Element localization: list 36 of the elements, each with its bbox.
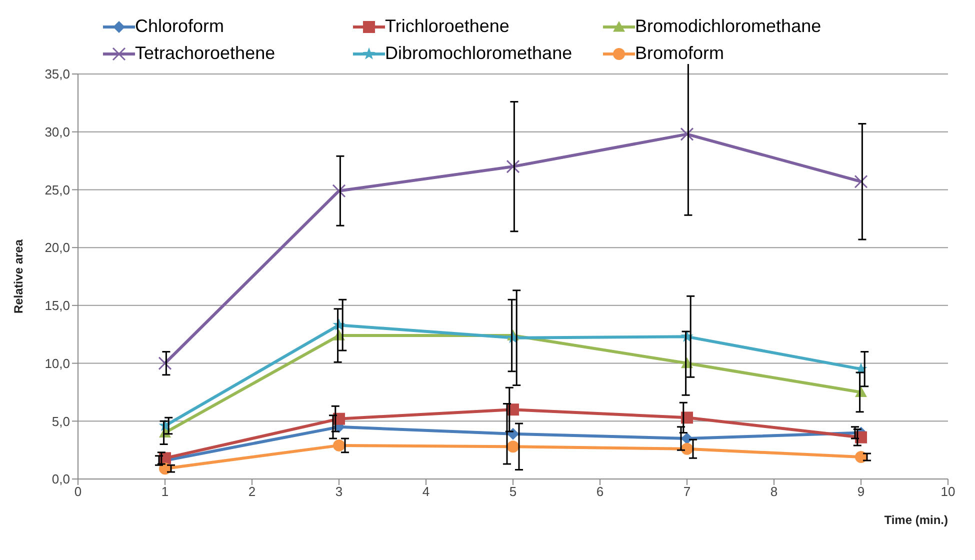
x-tick-label: 1	[161, 484, 169, 500]
legend-label: Bromodichloromethane	[635, 16, 822, 37]
legend-label: Trichloroethene	[385, 16, 510, 37]
x-tick-label: 3	[335, 484, 343, 500]
y-tick-label: 30,0	[44, 124, 70, 140]
point	[507, 440, 519, 453]
point	[680, 127, 694, 141]
x-axis-title: Time (min.)	[884, 513, 948, 527]
y-tick-label: 20,0	[44, 240, 70, 256]
y-tick-label: 35,0	[44, 66, 70, 82]
x-tick-label: 8	[770, 484, 778, 500]
y-tick-label: 10,0	[44, 356, 70, 371]
y-tick-label: 15,0	[44, 298, 70, 314]
x-tick-label: 10	[940, 484, 956, 500]
legend-label: Tetrachoroethene	[135, 43, 276, 64]
point	[855, 451, 867, 464]
y-tick-label: 5,0	[52, 414, 70, 429]
point	[854, 174, 868, 188]
x-tick-label: 7	[683, 484, 691, 500]
point	[681, 442, 693, 455]
x-tick-label: 9	[857, 484, 865, 500]
y-tick-label: 0,0	[52, 472, 70, 487]
point	[333, 439, 345, 452]
y-tick-label: 25,0	[44, 182, 70, 198]
y-axis-title: Relative area	[11, 239, 26, 314]
point	[158, 356, 172, 370]
legend-label: Chloroform	[135, 16, 224, 37]
x-tick-label: 0	[74, 484, 82, 500]
legend-label: Bromoform	[635, 43, 724, 64]
legend-label: Dibromochloromethane	[385, 43, 572, 64]
x-tick-label: 2	[248, 484, 256, 500]
x-tick-label: 5	[509, 484, 517, 500]
x-tick-label: 6	[596, 484, 604, 500]
point	[506, 160, 520, 174]
x-tick-label: 4	[422, 484, 430, 500]
point	[332, 184, 346, 198]
